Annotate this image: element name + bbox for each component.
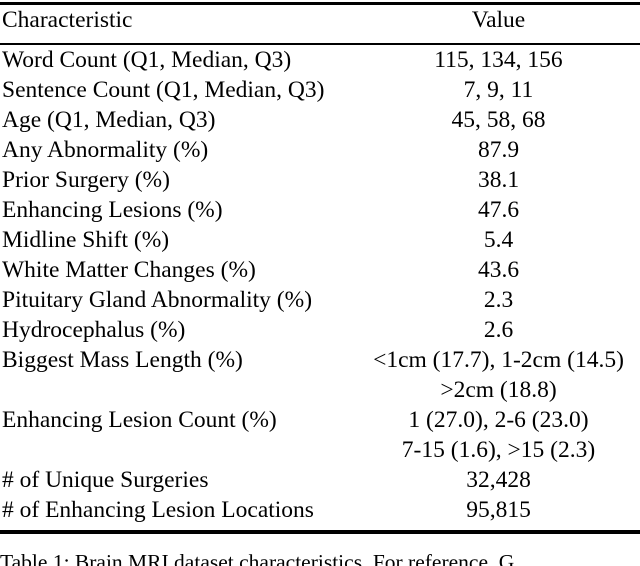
column-header-value: Value [471,7,526,33]
value-cell: 95,815 [357,495,640,525]
value-cell: 7, 9, 11 [357,75,640,105]
characteristic-cell: Word Count (Q1, Median, Q3) [2,47,292,73]
value-cell: 115, 134, 156 [357,45,640,75]
value-line: 43.6 [477,257,520,283]
value-cell: 2.6 [357,315,640,345]
table-row: # of Enhancing Lesion Locations 95,815 [0,495,640,525]
value-line: 32,428 [466,467,531,493]
value-line: 7, 9, 11 [463,77,534,103]
value-line: 47.6 [477,197,520,223]
value-line: 87.9 [477,137,520,163]
table-header-row: Characteristic Value [0,5,640,43]
value-line: 115, 134, 156 [434,47,563,73]
characteristic-cell: Sentence Count (Q1, Median, Q3) [2,77,325,103]
characteristic-cell: White Matter Changes (%) [2,257,256,283]
table-header-rule [0,43,640,45]
value-line: 2.3 [483,287,514,313]
characteristic-cell: Hydrocephalus (%) [2,317,186,343]
table-row: Biggest Mass Length (%) <1cm (17.7), 1-2c… [0,345,640,405]
table-row: Midline Shift (%) 5.4 [0,225,640,255]
value-cell: 43.6 [357,255,640,285]
table-caption: Table 1: Brain MRI dataset characteristi… [0,550,515,566]
characteristic-cell: Enhancing Lesion Count (%) [2,407,277,433]
value-cell: <1cm (17.7), 1-2cm (14.5) >2cm (18.8) [357,345,640,405]
value-line: 1 (27.0), 2-6 (23.0) [408,407,589,433]
table-body: Word Count (Q1, Median, Q3) 115, 134, 156… [0,45,640,525]
value-cell: 45, 58, 68 [357,105,640,135]
value-line: 7-15 (1.6), >15 (2.3) [401,437,596,463]
value-cell: 1 (27.0), 2-6 (23.0) 7-15 (1.6), >15 (2.3… [357,405,640,465]
table-row: Enhancing Lesions (%) 47.6 [0,195,640,225]
table-row: # of Unique Surgeries 32,428 [0,465,640,495]
table-row: Prior Surgery (%) 38.1 [0,165,640,195]
table-row: Age (Q1, Median, Q3) 45, 58, 68 [0,105,640,135]
column-header-characteristic: Characteristic [2,7,133,33]
characteristic-cell: Prior Surgery (%) [2,167,170,193]
table-top-rule [0,1,640,5]
characteristic-cell: Pituitary Gland Abnormality (%) [2,287,313,313]
value-cell: 32,428 [357,465,640,495]
table-row: Pituitary Gland Abnormality (%) 2.3 [0,285,640,315]
value-cell: 38.1 [357,165,640,195]
value-line: 95,815 [466,497,531,523]
value-cell: 5.4 [357,225,640,255]
value-line: >2cm (18.8) [440,377,557,403]
characteristic-cell: Biggest Mass Length (%) [2,347,243,373]
value-line: 5.4 [483,227,514,253]
table-bottom-rule [0,530,640,534]
table-row: Hydrocephalus (%) 2.6 [0,315,640,345]
characteristic-cell: Midline Shift (%) [2,227,170,253]
table-row: Word Count (Q1, Median, Q3) 115, 134, 156 [0,45,640,75]
value-cell: 2.3 [357,285,640,315]
value-line: 45, 58, 68 [451,107,546,133]
characteristic-cell: # of Enhancing Lesion Locations [2,497,314,523]
table-row: Enhancing Lesion Count (%) 1 (27.0), 2-6 … [0,405,640,465]
value-line: 38.1 [477,167,520,193]
value-line: <1cm (17.7), 1-2cm (14.5) [373,347,624,373]
table-row: Any Abnormality (%) 87.9 [0,135,640,165]
value-cell: 87.9 [357,135,640,165]
table-row: White Matter Changes (%) 43.6 [0,255,640,285]
value-cell: 47.6 [357,195,640,225]
characteristic-cell: Any Abnormality (%) [2,137,209,163]
characteristic-cell: Age (Q1, Median, Q3) [2,107,216,133]
value-line: 2.6 [483,317,514,343]
characteristic-cell: # of Unique Surgeries [2,467,209,493]
table-row: Sentence Count (Q1, Median, Q3) 7, 9, 11 [0,75,640,105]
characteristic-cell: Enhancing Lesions (%) [2,197,223,223]
